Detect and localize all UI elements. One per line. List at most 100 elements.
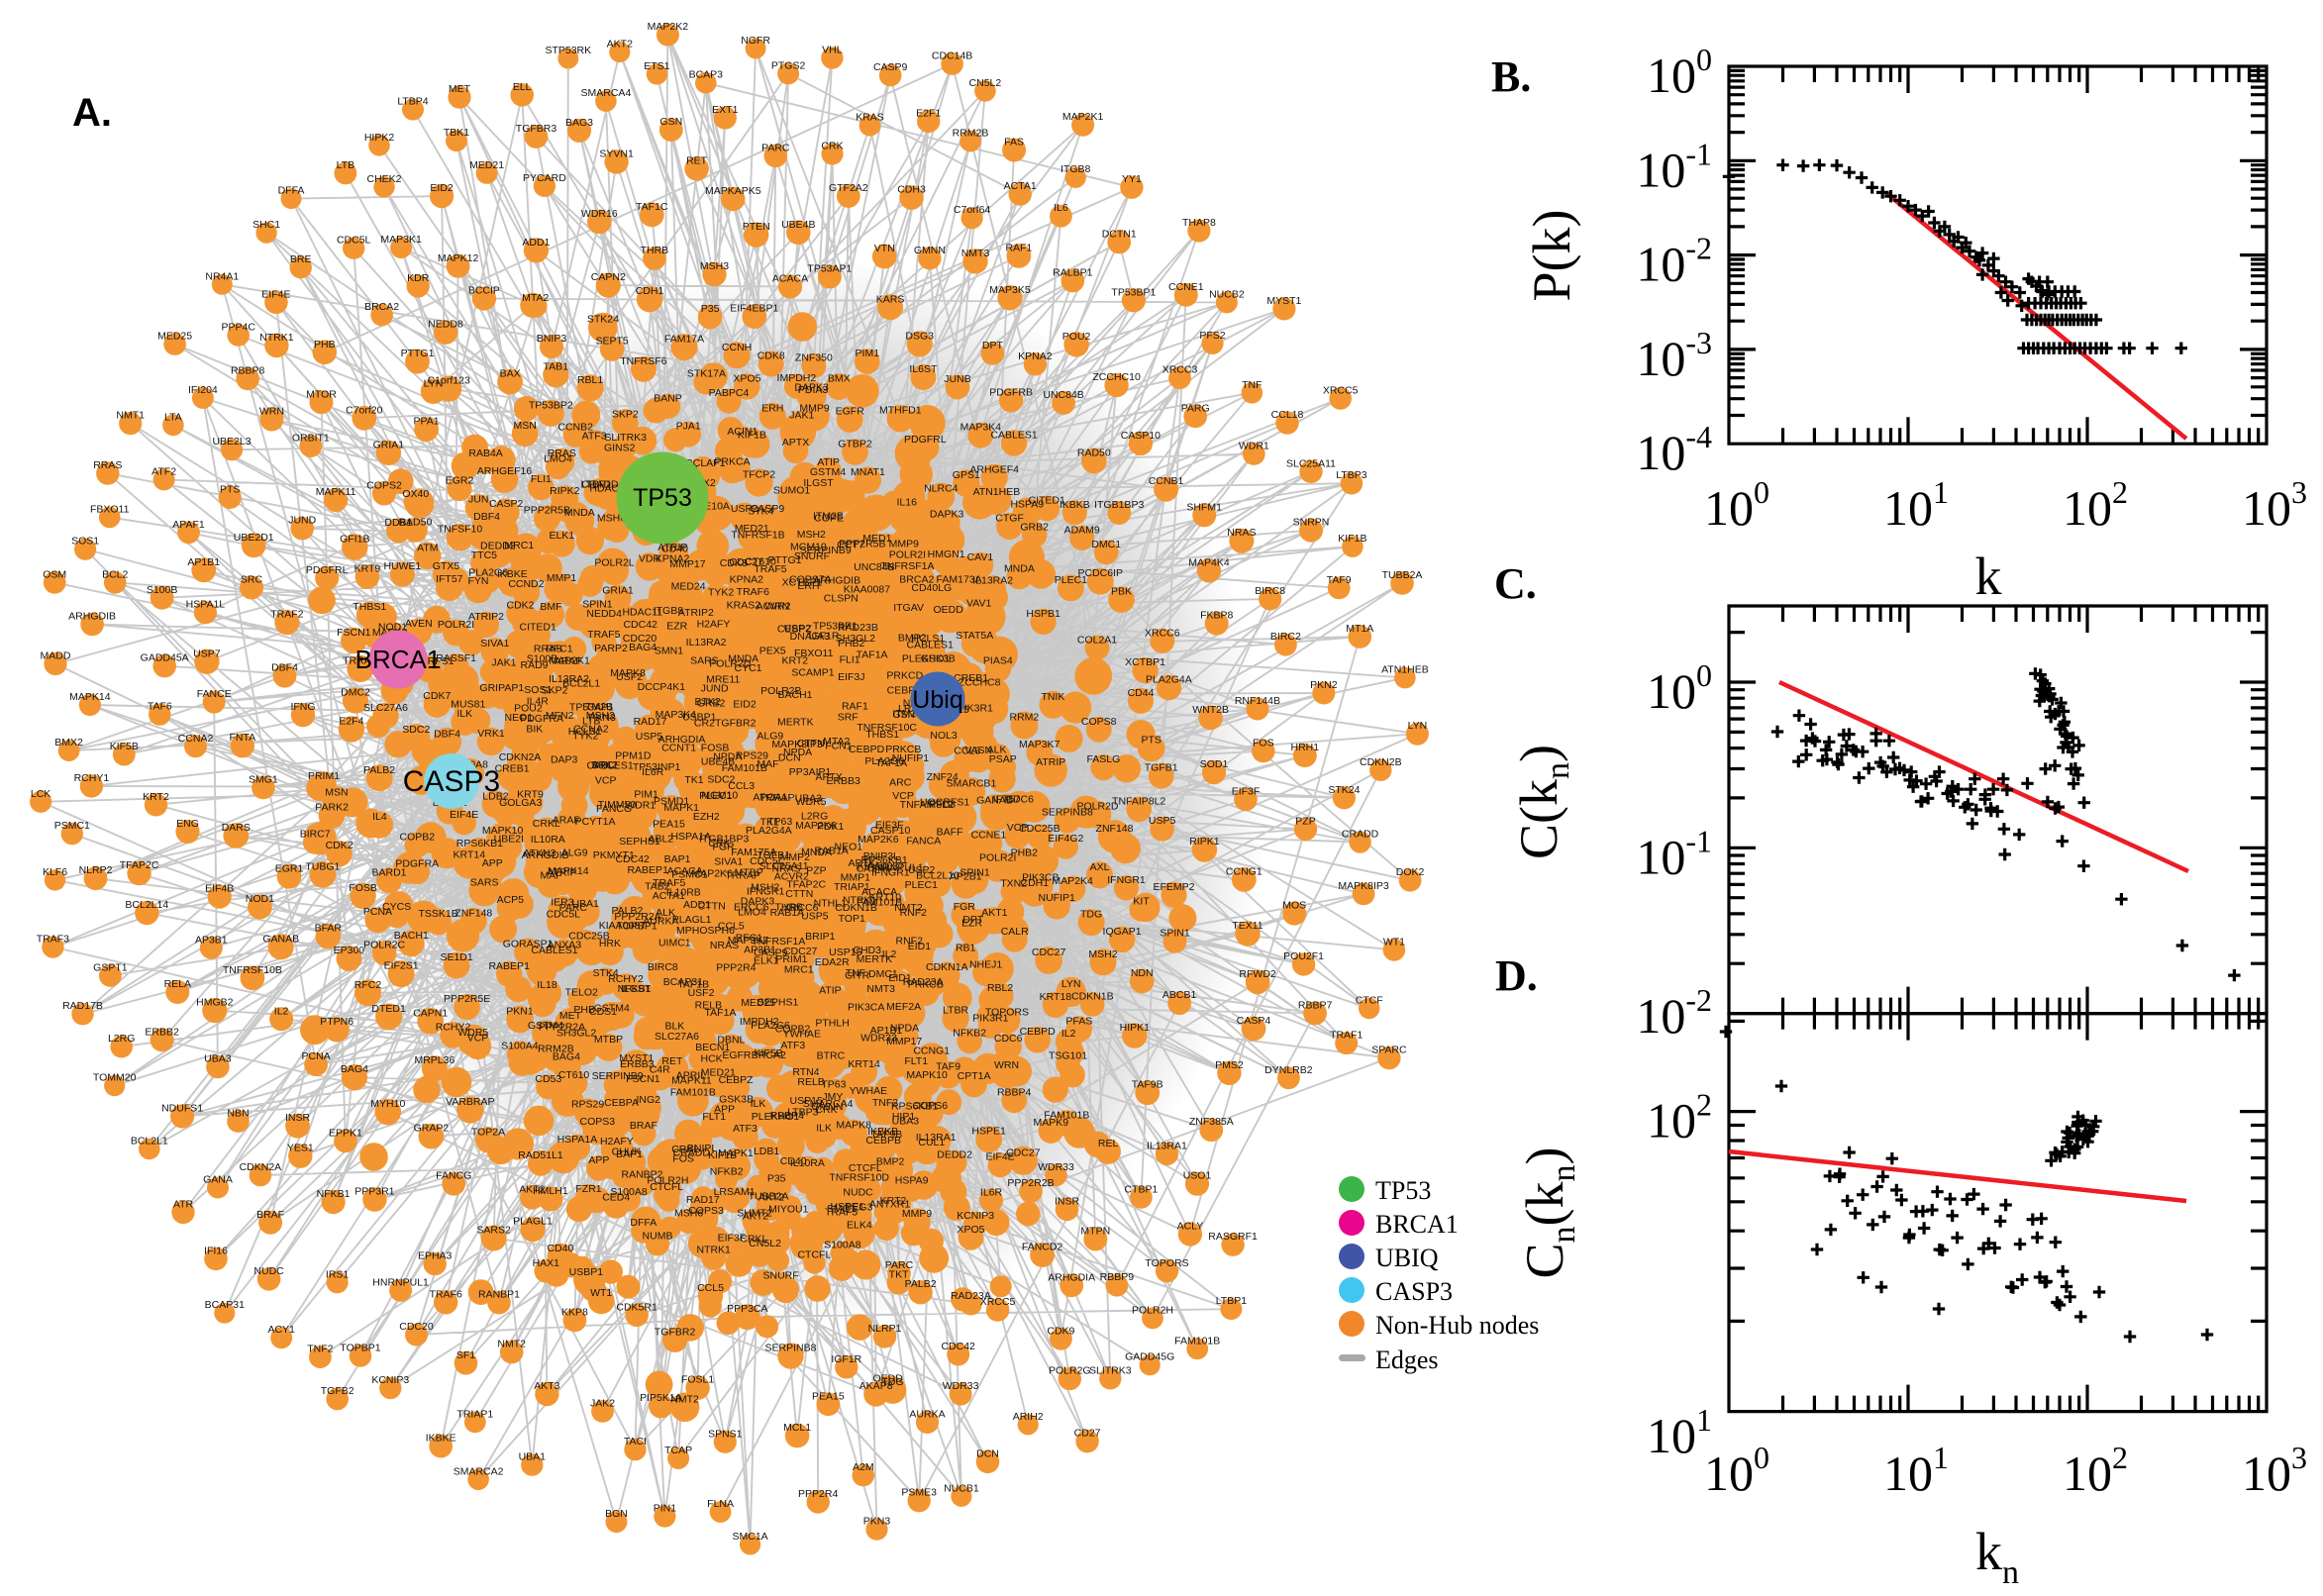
svg-text:TYK2: TYK2 (572, 730, 598, 742)
svg-text:ATRIP2: ATRIP2 (468, 611, 504, 623)
svg-text:TP53BP1: TP53BP1 (1111, 286, 1156, 298)
svg-text:DPT: DPT (962, 914, 984, 926)
svg-text:PARC: PARC (761, 142, 790, 153)
svg-text:ATRIP2: ATRIP2 (678, 607, 714, 619)
svg-text:PRKCA: PRKCA (714, 455, 750, 467)
svg-text:DBF4: DBF4 (271, 662, 298, 674)
svg-text:CASP10: CASP10 (1121, 430, 1161, 442)
svg-text:PYCARD: PYCARD (523, 172, 566, 184)
svg-text:VARBRAP: VARBRAP (446, 1096, 494, 1108)
svg-text:MNDA: MNDA (728, 653, 758, 665)
svg-text:RANBP1: RANBP1 (478, 1289, 520, 1301)
svg-text:CCL5: CCL5 (697, 1282, 724, 1294)
svg-text:GSN: GSN (659, 116, 682, 128)
svg-text:ARIH2: ARIH2 (1013, 1411, 1044, 1423)
svg-text:CDH3: CDH3 (897, 184, 926, 196)
svg-text:LTBP1: LTBP1 (581, 479, 612, 491)
svg-text:MAP2K1: MAP2K1 (1062, 111, 1104, 123)
svg-text:STP53RK: STP53RK (545, 45, 591, 56)
svg-text:ETS1: ETS1 (644, 60, 669, 72)
svg-text:PZP: PZP (1295, 815, 1315, 827)
svg-text:ARHGDIB: ARHGDIB (68, 611, 116, 623)
svg-text:BRIP1: BRIP1 (805, 931, 836, 943)
svg-text:USO1: USO1 (1183, 1170, 1212, 1182)
svg-text:MET: MET (559, 1010, 582, 1022)
svg-text:FZR1: FZR1 (575, 1183, 601, 1195)
svg-text:KDR: KDR (407, 272, 430, 284)
svg-text:BAP1: BAP1 (664, 853, 691, 865)
svg-text:HIPK2: HIPK2 (364, 132, 395, 144)
svg-text:TGFB1: TGFB1 (1145, 762, 1178, 774)
svg-text:JUNB: JUNB (944, 373, 970, 385)
svg-text:TAF1A: TAF1A (705, 1007, 737, 1019)
svg-text:NHEJ1: NHEJ1 (969, 958, 1002, 970)
svg-text:LTBP3: LTBP3 (1336, 469, 1366, 481)
svg-text:CPT1A: CPT1A (958, 1070, 991, 1082)
svg-text:H2AFY: H2AFY (600, 1136, 634, 1147)
svg-text:IMPDH2: IMPDH2 (777, 372, 817, 384)
svg-text:MIYOU1: MIYOU1 (768, 1203, 808, 1215)
svg-text:CABLES1: CABLES1 (531, 945, 577, 956)
svg-text:CDKN1B: CDKN1B (1071, 990, 1114, 1002)
svg-text:TP63: TP63 (821, 1079, 846, 1091)
svg-text:THAP8: THAP8 (1182, 217, 1216, 229)
svg-text:MNDA: MNDA (564, 507, 595, 519)
svg-text:FLI1: FLI1 (840, 653, 860, 665)
svg-text:B.: B. (1491, 52, 1531, 101)
svg-text:CHEK2: CHEK2 (366, 173, 401, 185)
svg-text:MAPK12: MAPK12 (438, 252, 479, 264)
svg-text:FANCE: FANCE (197, 688, 232, 700)
svg-text:RAD23A: RAD23A (903, 976, 944, 988)
svg-text:MOS: MOS (1282, 900, 1306, 912)
svg-text:MMP9: MMP9 (889, 538, 919, 549)
svg-text:TOPBP1: TOPBP1 (340, 1342, 380, 1353)
svg-text:CTCFL: CTCFL (797, 1248, 831, 1260)
svg-text:BMF: BMF (540, 601, 561, 613)
svg-text:TELO2: TELO2 (565, 987, 598, 999)
svg-text:RAD17: RAD17 (686, 1194, 720, 1206)
svg-text:MSN: MSN (325, 787, 348, 799)
svg-text:FAM101B: FAM101B (1044, 1110, 1089, 1122)
svg-text:MET: MET (449, 83, 471, 95)
svg-text:SLC27A6: SLC27A6 (363, 702, 408, 714)
svg-text:CALR: CALR (1001, 926, 1029, 938)
svg-text:ATM: ATM (417, 542, 438, 553)
svg-text:NLRP1: NLRP1 (868, 1323, 902, 1335)
svg-text:LYN: LYN (1408, 720, 1428, 732)
svg-text:NLRP2: NLRP2 (79, 864, 113, 876)
svg-text:SMG1: SMG1 (249, 774, 278, 786)
svg-text:THBS1: THBS1 (865, 729, 899, 741)
svg-text:IL6: IL6 (1054, 202, 1068, 214)
svg-text:TRAF6: TRAF6 (737, 586, 769, 598)
svg-text:TAF1A: TAF1A (857, 648, 888, 660)
svg-text:MCM10: MCM10 (701, 790, 738, 802)
svg-text:COL2A1: COL2A1 (1077, 634, 1117, 646)
svg-text:PJA1: PJA1 (676, 421, 701, 433)
svg-text:MSH2: MSH2 (1088, 948, 1117, 960)
svg-text:ELL: ELL (513, 81, 532, 93)
svg-text:SYVN1: SYVN1 (599, 149, 634, 160)
svg-text:RNF2: RNF2 (895, 935, 923, 947)
svg-text:JUND: JUND (288, 515, 316, 527)
svg-text:AKT2: AKT2 (743, 1211, 768, 1223)
svg-text:POLR2H: POLR2H (1132, 1304, 1173, 1316)
svg-text:Non-Hub nodes: Non-Hub nodes (1375, 1311, 1539, 1340)
svg-text:ING2: ING2 (636, 1094, 660, 1106)
svg-text:SMARCB1: SMARCB1 (947, 777, 997, 789)
svg-text:PLAGL1: PLAGL1 (513, 1216, 553, 1228)
svg-text:CDK2: CDK2 (506, 600, 534, 612)
svg-text:P35: P35 (701, 303, 720, 315)
svg-text:TOP2A: TOP2A (471, 1126, 505, 1138)
svg-text:WRN: WRN (994, 1059, 1019, 1071)
svg-text:ACTA1: ACTA1 (1004, 180, 1037, 192)
svg-text:SOS1: SOS1 (524, 684, 552, 696)
svg-text:SARS: SARS (470, 877, 499, 889)
svg-text:BNIP3: BNIP3 (537, 333, 567, 345)
svg-text:PTGS2: PTGS2 (771, 59, 806, 71)
svg-text:MMP9: MMP9 (902, 1208, 932, 1220)
svg-text:POU2F1: POU2F1 (1283, 950, 1324, 962)
svg-text:LDB1: LDB1 (754, 1146, 779, 1157)
svg-text:MAPK11: MAPK11 (316, 486, 356, 498)
svg-text:ATF3: ATF3 (582, 431, 607, 443)
svg-text:PLA2G6: PLA2G6 (751, 1020, 790, 1032)
